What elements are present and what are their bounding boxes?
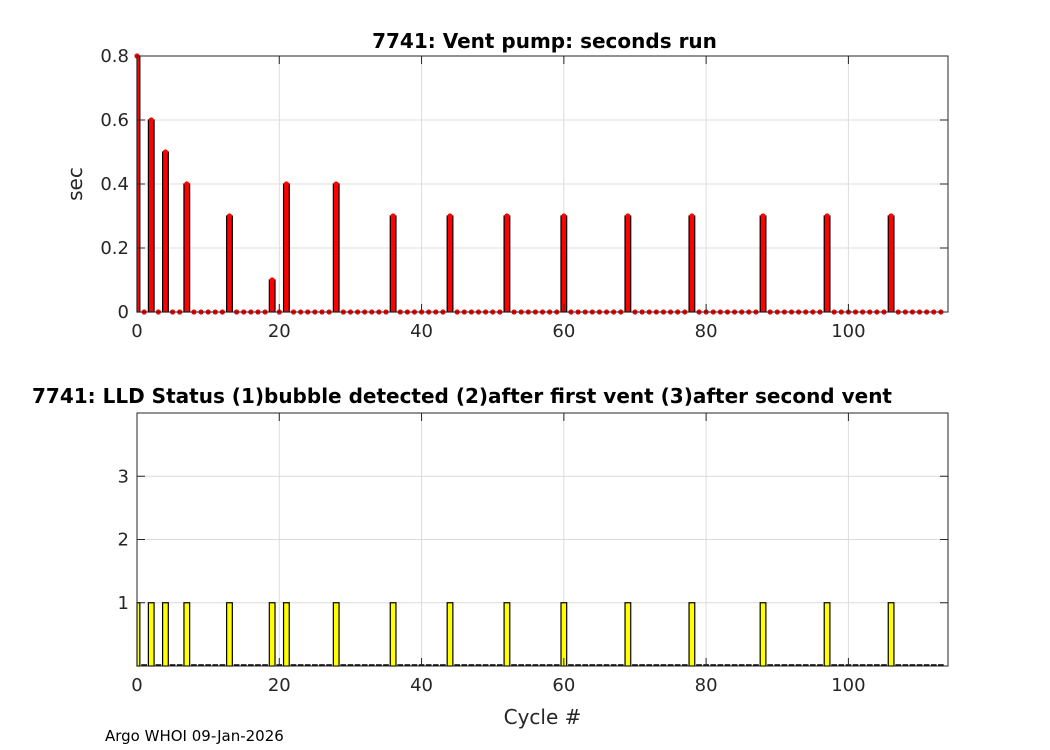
bar <box>282 602 290 667</box>
bar <box>282 183 290 313</box>
data-point <box>824 213 830 219</box>
x-axis-label: Cycle # <box>504 705 582 729</box>
bar <box>268 279 276 313</box>
data-point <box>760 213 766 219</box>
y-tick-label: 0.2 <box>100 238 129 259</box>
bar <box>389 215 397 313</box>
y-tick-label: 2 <box>118 530 129 551</box>
x-tick-label: 60 <box>552 675 575 696</box>
bar <box>183 183 191 313</box>
bar <box>446 215 454 313</box>
bar <box>147 119 155 313</box>
bar <box>503 215 511 313</box>
bar <box>887 215 895 313</box>
data-point <box>162 149 169 155</box>
data-point <box>390 213 396 219</box>
data-point <box>504 213 510 219</box>
data-point <box>561 213 567 219</box>
data-point <box>333 181 339 187</box>
bar <box>162 602 169 667</box>
y-tick-label: 1 <box>118 593 129 614</box>
x-tick-label: 100 <box>831 675 865 696</box>
bar <box>823 602 831 667</box>
x-tick-label: 20 <box>268 675 291 696</box>
y-tick-label: 3 <box>118 466 129 487</box>
y-axis-label: sec <box>63 167 87 201</box>
bar <box>446 602 454 667</box>
bar <box>624 602 632 667</box>
bar <box>268 602 276 667</box>
bar <box>226 602 233 667</box>
bar <box>887 602 895 667</box>
y-tick-label: 0 <box>118 302 129 323</box>
footer-credit: Argo WHOI 09-Jan-2026 <box>105 727 284 745</box>
bar <box>147 602 155 667</box>
data-point <box>283 181 289 187</box>
bar <box>226 215 233 313</box>
bar <box>823 215 831 313</box>
bar <box>332 602 340 667</box>
bar <box>389 602 397 667</box>
y-tick-label: 0.6 <box>100 110 129 131</box>
bar <box>688 215 696 313</box>
bar <box>759 602 767 667</box>
x-tick-label: 40 <box>410 321 433 342</box>
bar <box>688 602 696 667</box>
data-point <box>269 277 275 283</box>
bar <box>624 215 632 313</box>
x-tick-label: 0 <box>131 675 142 696</box>
x-tick-label: 80 <box>695 321 718 342</box>
data-point <box>689 213 695 219</box>
data-point <box>888 213 894 219</box>
x-tick-label: 0 <box>131 321 142 342</box>
bar <box>560 602 568 667</box>
chart-title: 7741: LLD Status (1)bubble detected (2)a… <box>32 384 892 408</box>
bar <box>332 183 340 313</box>
x-tick-label: 20 <box>268 321 291 342</box>
x-tick-label: 60 <box>552 321 575 342</box>
bar <box>560 215 568 313</box>
chart-title: 7741: Vent pump: seconds run <box>372 29 717 53</box>
x-tick-label: 100 <box>831 321 865 342</box>
bar <box>759 215 767 313</box>
y-tick-label: 0.4 <box>100 174 129 195</box>
data-point <box>625 213 631 219</box>
bar <box>183 602 191 667</box>
x-tick-label: 80 <box>695 675 718 696</box>
vent-pump-axes: 0 20 40 60 80 100 0 0.2 0.4 0.6 0.8 7741: Vent pump… <box>63 29 949 342</box>
bar <box>162 151 169 313</box>
bar <box>503 602 511 667</box>
data-point <box>447 213 453 219</box>
x-tick-label: 40 <box>410 675 433 696</box>
lld-status-axes: 0 20 40 60 80 100 1 2 3 7741: LLD Status (1)bubbl… <box>32 384 949 729</box>
data-point <box>184 181 190 187</box>
y-tick-label: 0.8 <box>100 46 129 67</box>
data-point <box>148 117 154 123</box>
data-point <box>226 213 233 219</box>
